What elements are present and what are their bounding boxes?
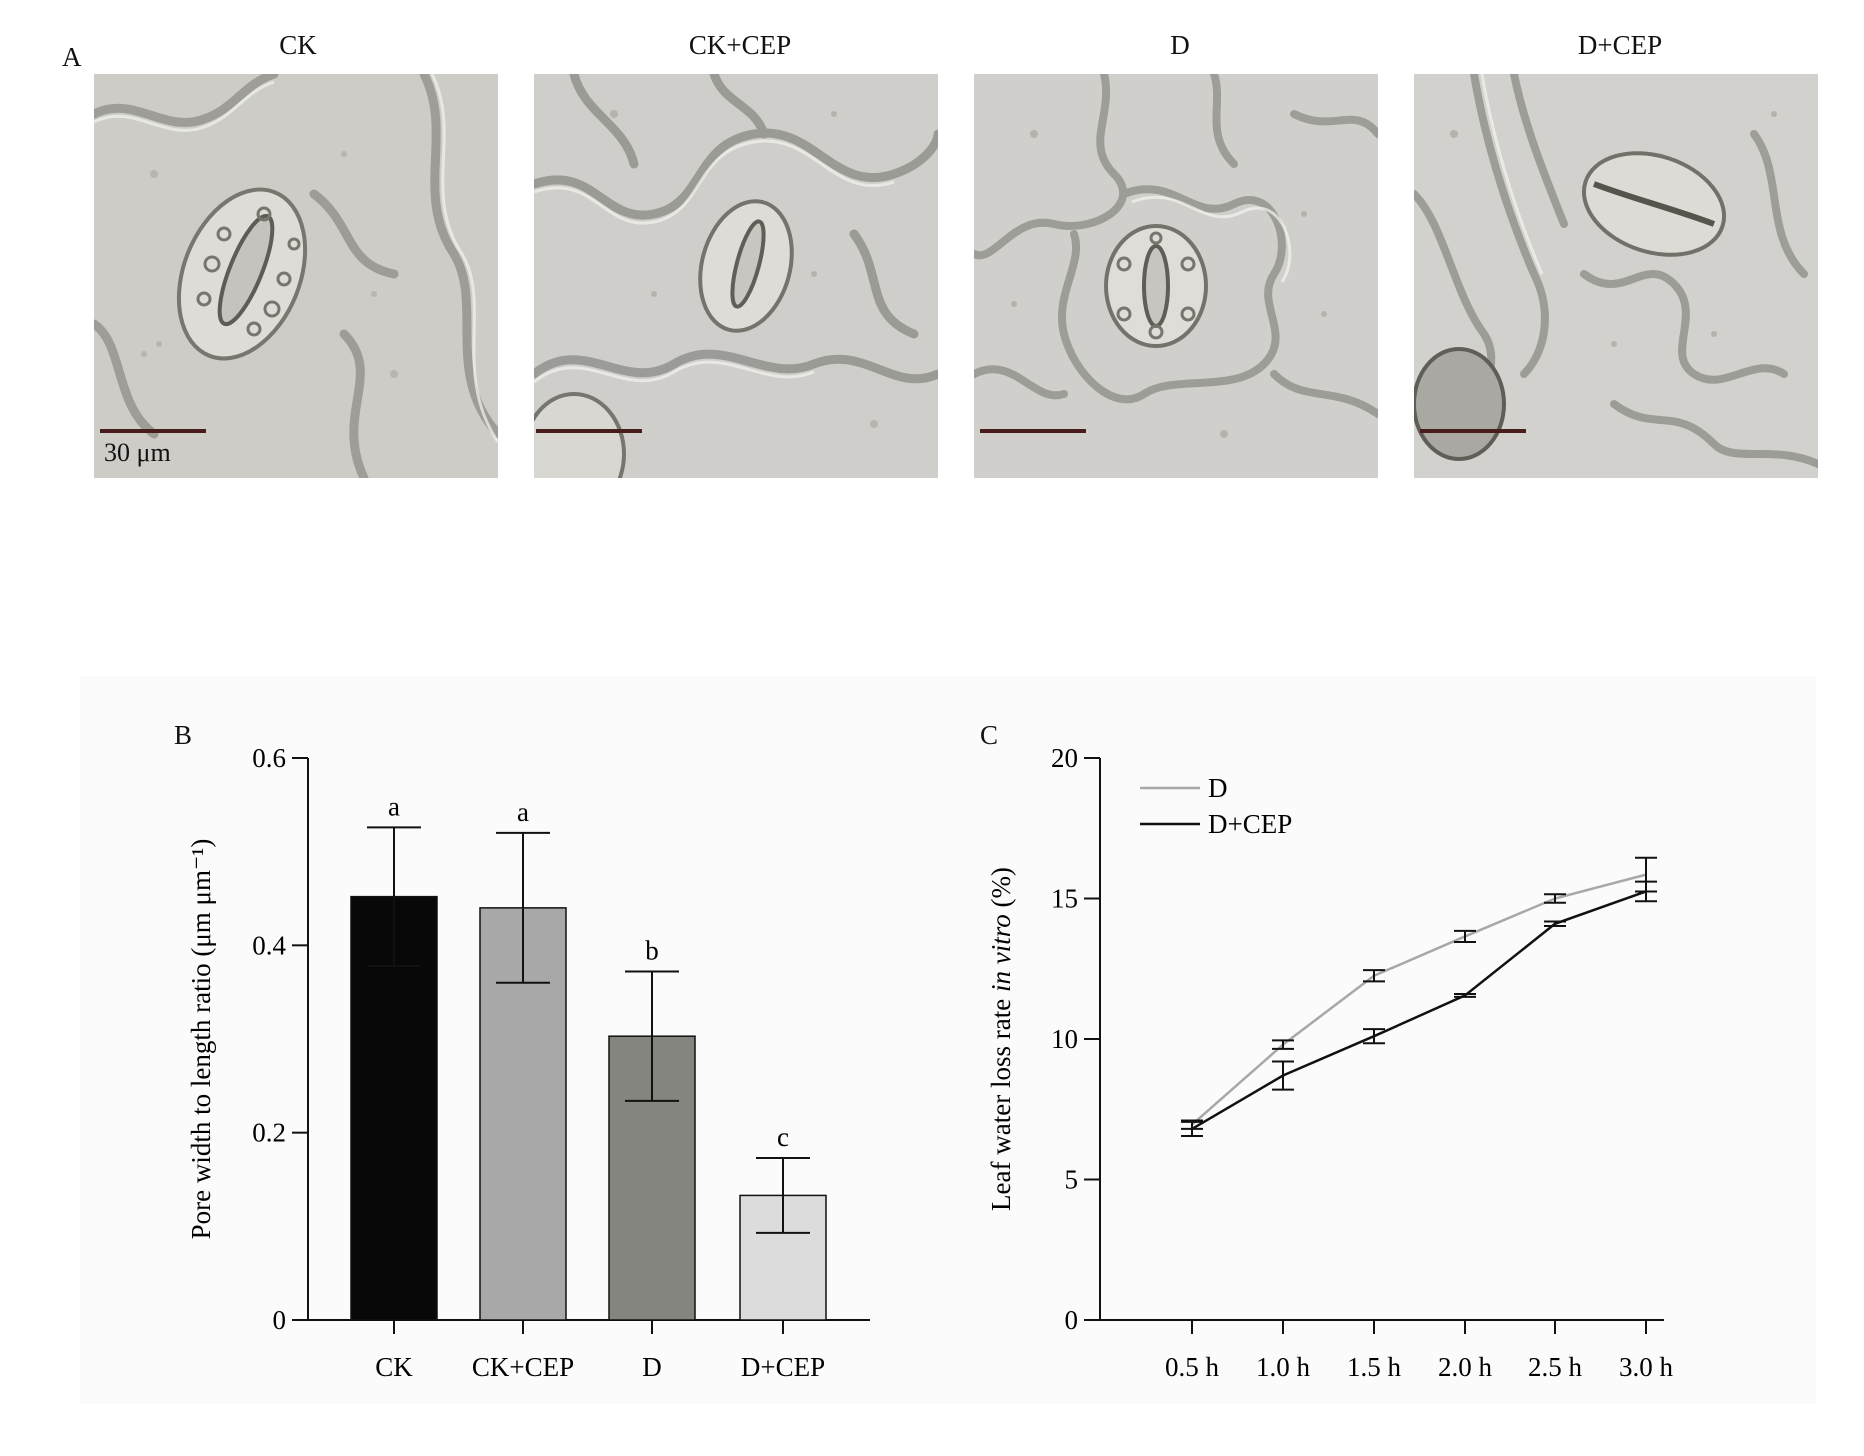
- scale-bar: [100, 429, 206, 433]
- micrograph-d-cep: [1414, 74, 1818, 478]
- x-tick-label: D: [642, 1352, 662, 1382]
- line-chart: 0 5 10 15 20 0.5 h 1.0 h 1.5 h 2.0 h 2.5 h 3.0 h DD…: [986, 743, 1674, 1382]
- y-axis-label: Pore width to length ratio (μm μm⁻¹): [186, 839, 216, 1240]
- micrograph-label-ck: CK: [279, 30, 317, 60]
- y-tick-label: 0.6: [252, 743, 286, 773]
- micrograph-d: [974, 74, 1378, 478]
- x-tick-label: 1.0 h: [1256, 1352, 1311, 1382]
- y-axis-label: Leaf water loss rate in vitro (%): [986, 867, 1016, 1211]
- x-tick-label: D+CEP: [741, 1352, 825, 1382]
- y-tick-label: 20: [1051, 743, 1078, 773]
- micrograph-label-ck-cep: CK+CEP: [688, 30, 792, 60]
- scale-bar-label: 30 μm: [104, 438, 171, 467]
- significance-label: b: [645, 936, 659, 966]
- significance-label: a: [388, 791, 400, 821]
- y-tick-label: 10: [1051, 1024, 1078, 1054]
- y-tick-label: 0.4: [252, 930, 286, 960]
- significance-label: a: [517, 797, 529, 827]
- micrograph-label-d: D: [1170, 30, 1190, 60]
- bar-chart: 0 0.2 0.4 0.6 a CK a CK+CEP b Dc D+CEP Pore width t…: [186, 743, 870, 1382]
- scale-bar: [1420, 429, 1526, 433]
- x-tick-label: 2.0 h: [1438, 1352, 1493, 1382]
- legend-label: D+CEP: [1208, 809, 1292, 839]
- micrograph-ck-cep: [534, 74, 938, 478]
- scale-bar: [536, 429, 642, 433]
- x-tick-label: CK+CEP: [472, 1352, 574, 1382]
- panel-c-letter: C: [980, 720, 999, 750]
- y-tick-label: 15: [1051, 884, 1078, 914]
- x-tick-label: 2.5 h: [1528, 1352, 1583, 1382]
- bar-ck: [350, 895, 438, 1321]
- x-tick-label: 3.0 h: [1619, 1352, 1674, 1382]
- y-tick-label: 0: [1065, 1305, 1079, 1335]
- y-tick-label: 0.2: [252, 1118, 286, 1148]
- y-tick-label: 0: [273, 1305, 287, 1335]
- micrograph-label-d-cep: D+CEP: [1577, 30, 1663, 60]
- x-tick-label: CK: [375, 1352, 413, 1382]
- series-line-d-cep: [1191, 890, 1647, 1130]
- y-tick-label: 5: [1065, 1165, 1079, 1195]
- significance-label: c: [777, 1122, 789, 1152]
- panel-a-letter: A: [62, 42, 82, 72]
- panel-b-letter: B: [174, 720, 193, 750]
- micrograph-ck: 30 μm: [94, 74, 498, 478]
- x-tick-label: 0.5 h: [1165, 1352, 1220, 1382]
- x-tick-label: 1.5 h: [1347, 1352, 1402, 1382]
- legend-label: D: [1208, 773, 1228, 803]
- scale-bar: [980, 429, 1086, 433]
- series-line-d: [1191, 873, 1647, 1126]
